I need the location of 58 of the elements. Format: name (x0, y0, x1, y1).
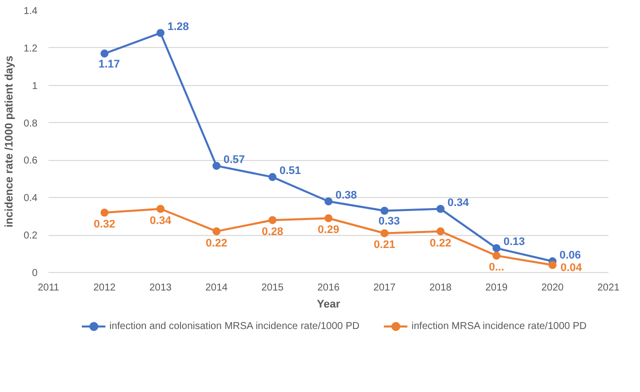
point (156, 28, 164, 37)
data-label: 0.57 (224, 154, 245, 166)
y-tick-label: 1 (32, 80, 38, 92)
data-label: 0.21 (374, 239, 396, 252)
data-label: 0.34 (150, 214, 172, 227)
data-label: 0.34 (448, 196, 470, 209)
x-axis-title: Year (316, 298, 341, 310)
data-label: 0.22 (206, 237, 228, 250)
y-tick-label: 0.8 (24, 118, 38, 130)
point (100, 50, 108, 58)
y-tick-label: 0.2 (24, 230, 38, 242)
y-axis-title: incidence rate /1000 patient days (4, 56, 16, 228)
x-tick-label: 2013 (149, 282, 172, 294)
x-tick-label: 2018 (429, 282, 452, 294)
point (380, 206, 388, 215)
legend-label: infection MRSA incidence rate/1000 PD (412, 320, 587, 332)
point (548, 261, 556, 270)
x-tick-label: 2016 (317, 282, 340, 294)
y-tick-label: 1.4 (24, 6, 38, 17)
y-tick-label: 0 (32, 268, 38, 279)
point (212, 227, 220, 236)
y-tick-label: 0.4 (24, 193, 38, 204)
data-label: 0.28 (262, 226, 284, 238)
x-tick-label: 2015 (261, 282, 284, 294)
data-label: 1.28 (168, 20, 189, 33)
x-tick-label: 2017 (373, 282, 396, 294)
data-label: 0.13 (504, 236, 525, 248)
data-label: 0.32 (94, 218, 116, 231)
data-label: 0.04 (560, 262, 583, 274)
x-tick-label: 2011 (38, 282, 60, 294)
y-tick-label: 1.2 (24, 43, 38, 54)
data-label: 1.17 (98, 58, 120, 71)
data-label: 0... (488, 262, 504, 274)
x-tick-label: 2012 (93, 282, 116, 294)
point (100, 208, 108, 217)
data-label: 0.33 (378, 216, 400, 228)
point (268, 216, 276, 224)
point (324, 214, 332, 222)
data-label: 0.51 (280, 165, 301, 178)
point (380, 229, 388, 238)
point (492, 252, 500, 260)
point (436, 204, 444, 213)
data-label: 0.06 (560, 249, 581, 262)
x-tick-label: 2021 (597, 282, 620, 294)
legend-label: infection and colonisation MRSA incidence rate/1000 PD (109, 320, 360, 332)
point (212, 162, 220, 170)
data-label: 0.29 (318, 224, 340, 236)
point (268, 173, 276, 182)
point (436, 227, 444, 236)
y-tick-label: 0.6 (24, 156, 38, 167)
data-label: 0.38 (336, 189, 357, 202)
point (324, 197, 332, 206)
data-label: 0.22 (430, 237, 452, 250)
x-tick-label: 2019 (485, 282, 508, 294)
point (156, 204, 164, 213)
x-tick-label: 2020 (541, 282, 564, 294)
x-tick-label: 2014 (205, 282, 228, 294)
point (492, 244, 500, 252)
